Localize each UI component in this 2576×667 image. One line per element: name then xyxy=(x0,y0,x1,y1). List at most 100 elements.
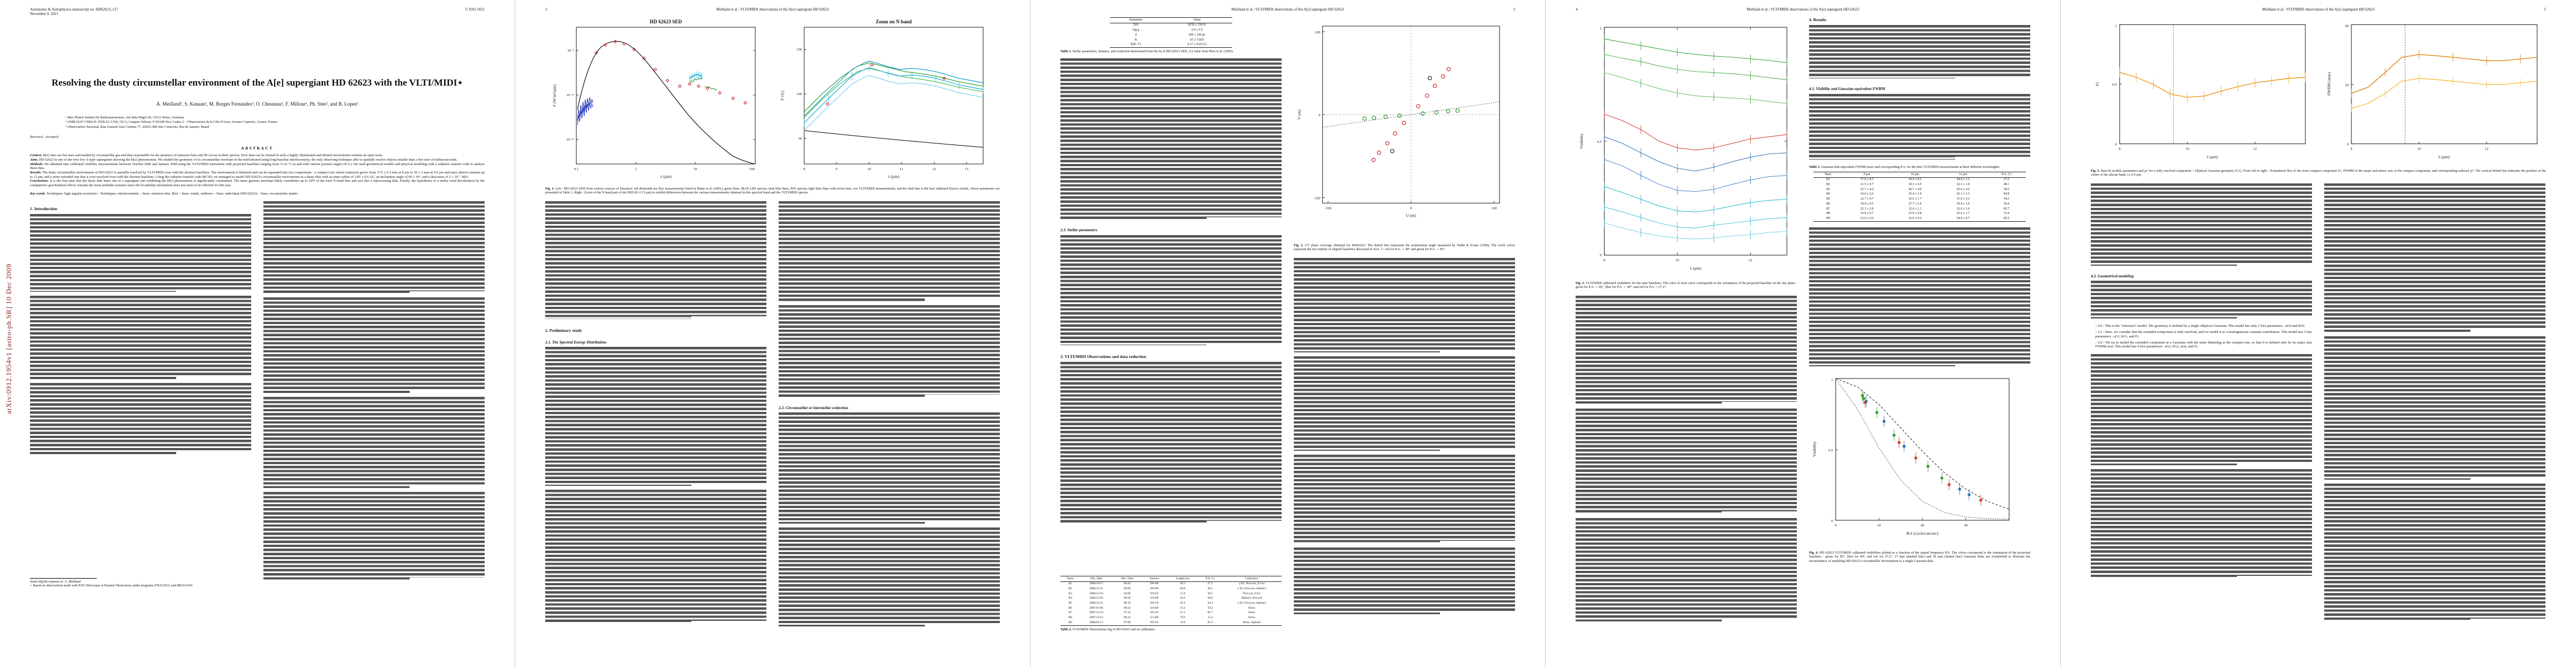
uv-points-black xyxy=(1390,76,1432,153)
axis-tick-label: 10 xyxy=(1676,258,1679,262)
text-paragraph xyxy=(1294,547,1515,614)
text-paragraph xyxy=(1576,517,1797,621)
table-row: B2 21.5 ± 0.7 30.3 ± 0.5 32.3 ± 1.0 40.1 xyxy=(1826,183,2010,187)
column-right: 4. Results 4.1. Visibility and Gaussian … xyxy=(1809,17,2030,640)
axis-tick-label: 12 xyxy=(2253,147,2256,151)
table-row: B8 16.9 ± 0.7 23.9 ± 0.8 25.6 ± 1.7 15.4 xyxy=(1826,212,2010,216)
axis-tick-label: 10 xyxy=(694,167,697,171)
text-paragraph xyxy=(779,201,1000,301)
text-paragraph xyxy=(263,297,485,394)
text-paragraph xyxy=(545,490,766,624)
text-paragraph xyxy=(545,201,766,319)
major-axis-curve xyxy=(2350,50,2537,98)
midi-spectrum-line xyxy=(689,71,702,82)
column-right: -100 0 100 100 0 -100 U (m) V (m) Fig. 2… xyxy=(1294,17,1515,640)
text-paragraph xyxy=(1294,257,1515,352)
text-paragraph xyxy=(1809,25,2030,79)
x-axis-label: λ (μm) xyxy=(2438,155,2450,160)
axis-tick-label: 12 xyxy=(933,167,936,171)
text-paragraph xyxy=(263,492,485,580)
table-row: B6 2007/01/04 08:22 G0-H0 31.3 59.4 Sirius xyxy=(1068,606,1255,610)
section-heading-visibility-fwhm: 4.1. Visibility and Gaussian equivalent … xyxy=(1809,87,1885,91)
figure-2-uv-plane-plot: -100 0 100 100 0 -100 U (m) V (m) xyxy=(1297,26,1500,218)
axis-tick-label: 0 xyxy=(1410,206,1412,210)
axis-tick-label: 12 xyxy=(1748,258,1752,262)
figure-5-fwhm-plot: 8 10 12 40 20 0 λ (μm) FWHM (mas) xyxy=(2326,24,2537,160)
footnote-observations: ⋆ Based on observations made with ESO Te… xyxy=(30,584,193,588)
text-paragraph xyxy=(2324,183,2545,332)
column-left: 2. Preliminary study 2.1. The Spectral E… xyxy=(545,201,766,633)
figure-5-flux-plot: 8 10 12 1 0.5 0 λ (μm) Fc xyxy=(2094,24,2305,160)
table-row: d 650 ± 100 pc xyxy=(1135,33,1205,37)
visibility-curve-red xyxy=(1604,109,1787,152)
kurucz-model-line xyxy=(577,41,755,165)
section-heading-extinction: 2.2. Circumstellar or interstellar extin… xyxy=(779,405,849,410)
table-header-cell: Base xyxy=(1813,171,1843,178)
visibility-curves-blue xyxy=(1604,132,1787,195)
text-paragraph xyxy=(2091,469,2312,578)
running-title: Meilland et al.: VLTI/MIDI observations … xyxy=(1746,8,1860,12)
axis-tick-label: 1 xyxy=(2115,24,2116,28)
text-paragraph xyxy=(779,305,1000,397)
abstract-aims: Aims. HD 62623 is one of the very few A-… xyxy=(30,157,457,162)
visibility-points-green xyxy=(1861,390,1944,484)
polarization-angle-line xyxy=(1322,101,1500,128)
section-heading-introduction: 1. Introduction xyxy=(30,206,57,212)
text-paragraph xyxy=(1294,356,1515,451)
axis-tick-label: 40 xyxy=(2345,24,2348,28)
abstract: Context. B[e] stars are hot stars surrou… xyxy=(30,153,485,188)
section-heading-stellar-parameters: 2.3. Stellar parameters xyxy=(1060,228,1098,233)
x-axis-label: λ (μm) xyxy=(2206,155,2218,160)
y-axis-label: Visibility xyxy=(1579,133,1584,149)
text-paragraph xyxy=(1576,295,1797,405)
table-header-cell: Length (m) xyxy=(1167,575,1199,582)
abstract-context: Context. B[e] stars are hot stars surrou… xyxy=(30,153,383,158)
axis-tick-label: 8 xyxy=(2350,147,2352,151)
visibility-points-red xyxy=(1864,396,1982,506)
footnote-rule xyxy=(30,578,97,579)
text-paragraph xyxy=(2324,483,2545,621)
manuscript-id: Astronomy & Astrophysics manuscript no. … xyxy=(30,8,118,12)
axis-tick-label: 20 xyxy=(1921,524,1925,527)
running-header: 4 Meilland et al.: VLTI/MIDI observation… xyxy=(1576,8,2030,12)
x-axis-label: B/λ (cycles/arcsec) xyxy=(1906,531,1939,536)
abstract-label: ABSTRACT xyxy=(241,146,274,151)
axis-tick-label: 11 xyxy=(900,167,903,171)
table-header-cell: Parameter xyxy=(1110,17,1162,23)
visibility-curves-green xyxy=(1604,34,1787,108)
table-row: B6 18.9 ± 0.5 27.7 ± 1.9 30.4 ± 1.6 59.4 xyxy=(1826,202,2010,206)
table-row: E(B−V) 0.17 ± 0.03 (1) xyxy=(1110,42,1232,48)
page-number: 4 xyxy=(1576,8,1578,12)
axis-tick-label: 9 xyxy=(835,167,837,171)
table-header-cell: P.A. (°) xyxy=(1198,575,1222,582)
text-paragraph xyxy=(30,383,251,455)
section-heading-sed: 2.1. The Spectral Energy Distribution xyxy=(545,340,606,345)
running-title: Meilland et al.: VLTI/MIDI observations … xyxy=(1231,8,1344,12)
axis-tick-label: 0.1 xyxy=(574,167,579,171)
text-paragraph xyxy=(263,397,485,489)
minor-axis-curve xyxy=(2350,74,2537,112)
table-row: B7 22.1 ± 2.8 32.6 ± 1.1 32.6 ± 1.6 85.7 xyxy=(1826,207,2010,211)
y-axis-label: Visibility xyxy=(1812,441,1817,457)
axis-tick-label: 1 xyxy=(1600,27,1602,31)
axis-tick-label: 150 xyxy=(796,48,802,52)
page-2: 2 Meilland et al.: VLTI/MIDI observation… xyxy=(515,0,1030,667)
x-axis-label: λ (μm) xyxy=(660,174,672,179)
affiliation: ¹ Max Planck Institut für Radioastronomi… xyxy=(66,115,185,120)
text-paragraph xyxy=(263,201,485,294)
y-axis-label: FWHM (mas) xyxy=(2326,72,2331,96)
x-axis-label: λ (μm) xyxy=(1690,266,1702,271)
table-header-cell: 8 μm xyxy=(1842,171,1891,178)
affiliation: ² UMR 6525 CNRS H. FIZEAU UNS, OCA, Camp… xyxy=(66,120,278,125)
column-left: 4.2. Geometrical modeling – G0 : This is… xyxy=(2091,183,2312,635)
keywords: Key words. Techniques: high angular reso… xyxy=(30,191,298,196)
text-paragraph xyxy=(1294,454,1515,544)
received-line: Received ; accepted xyxy=(30,135,59,140)
axis-tick-label: 20 xyxy=(2345,83,2348,87)
table-row: B5 2006/12/21 08:19 D0-G0 29.4 44.3 γ Eri, Pro… xyxy=(1068,601,1266,605)
axis-tick-label: 0 xyxy=(2115,143,2116,147)
running-title: Meilland et al.: VLTI/MIDI observations … xyxy=(2262,8,2375,12)
